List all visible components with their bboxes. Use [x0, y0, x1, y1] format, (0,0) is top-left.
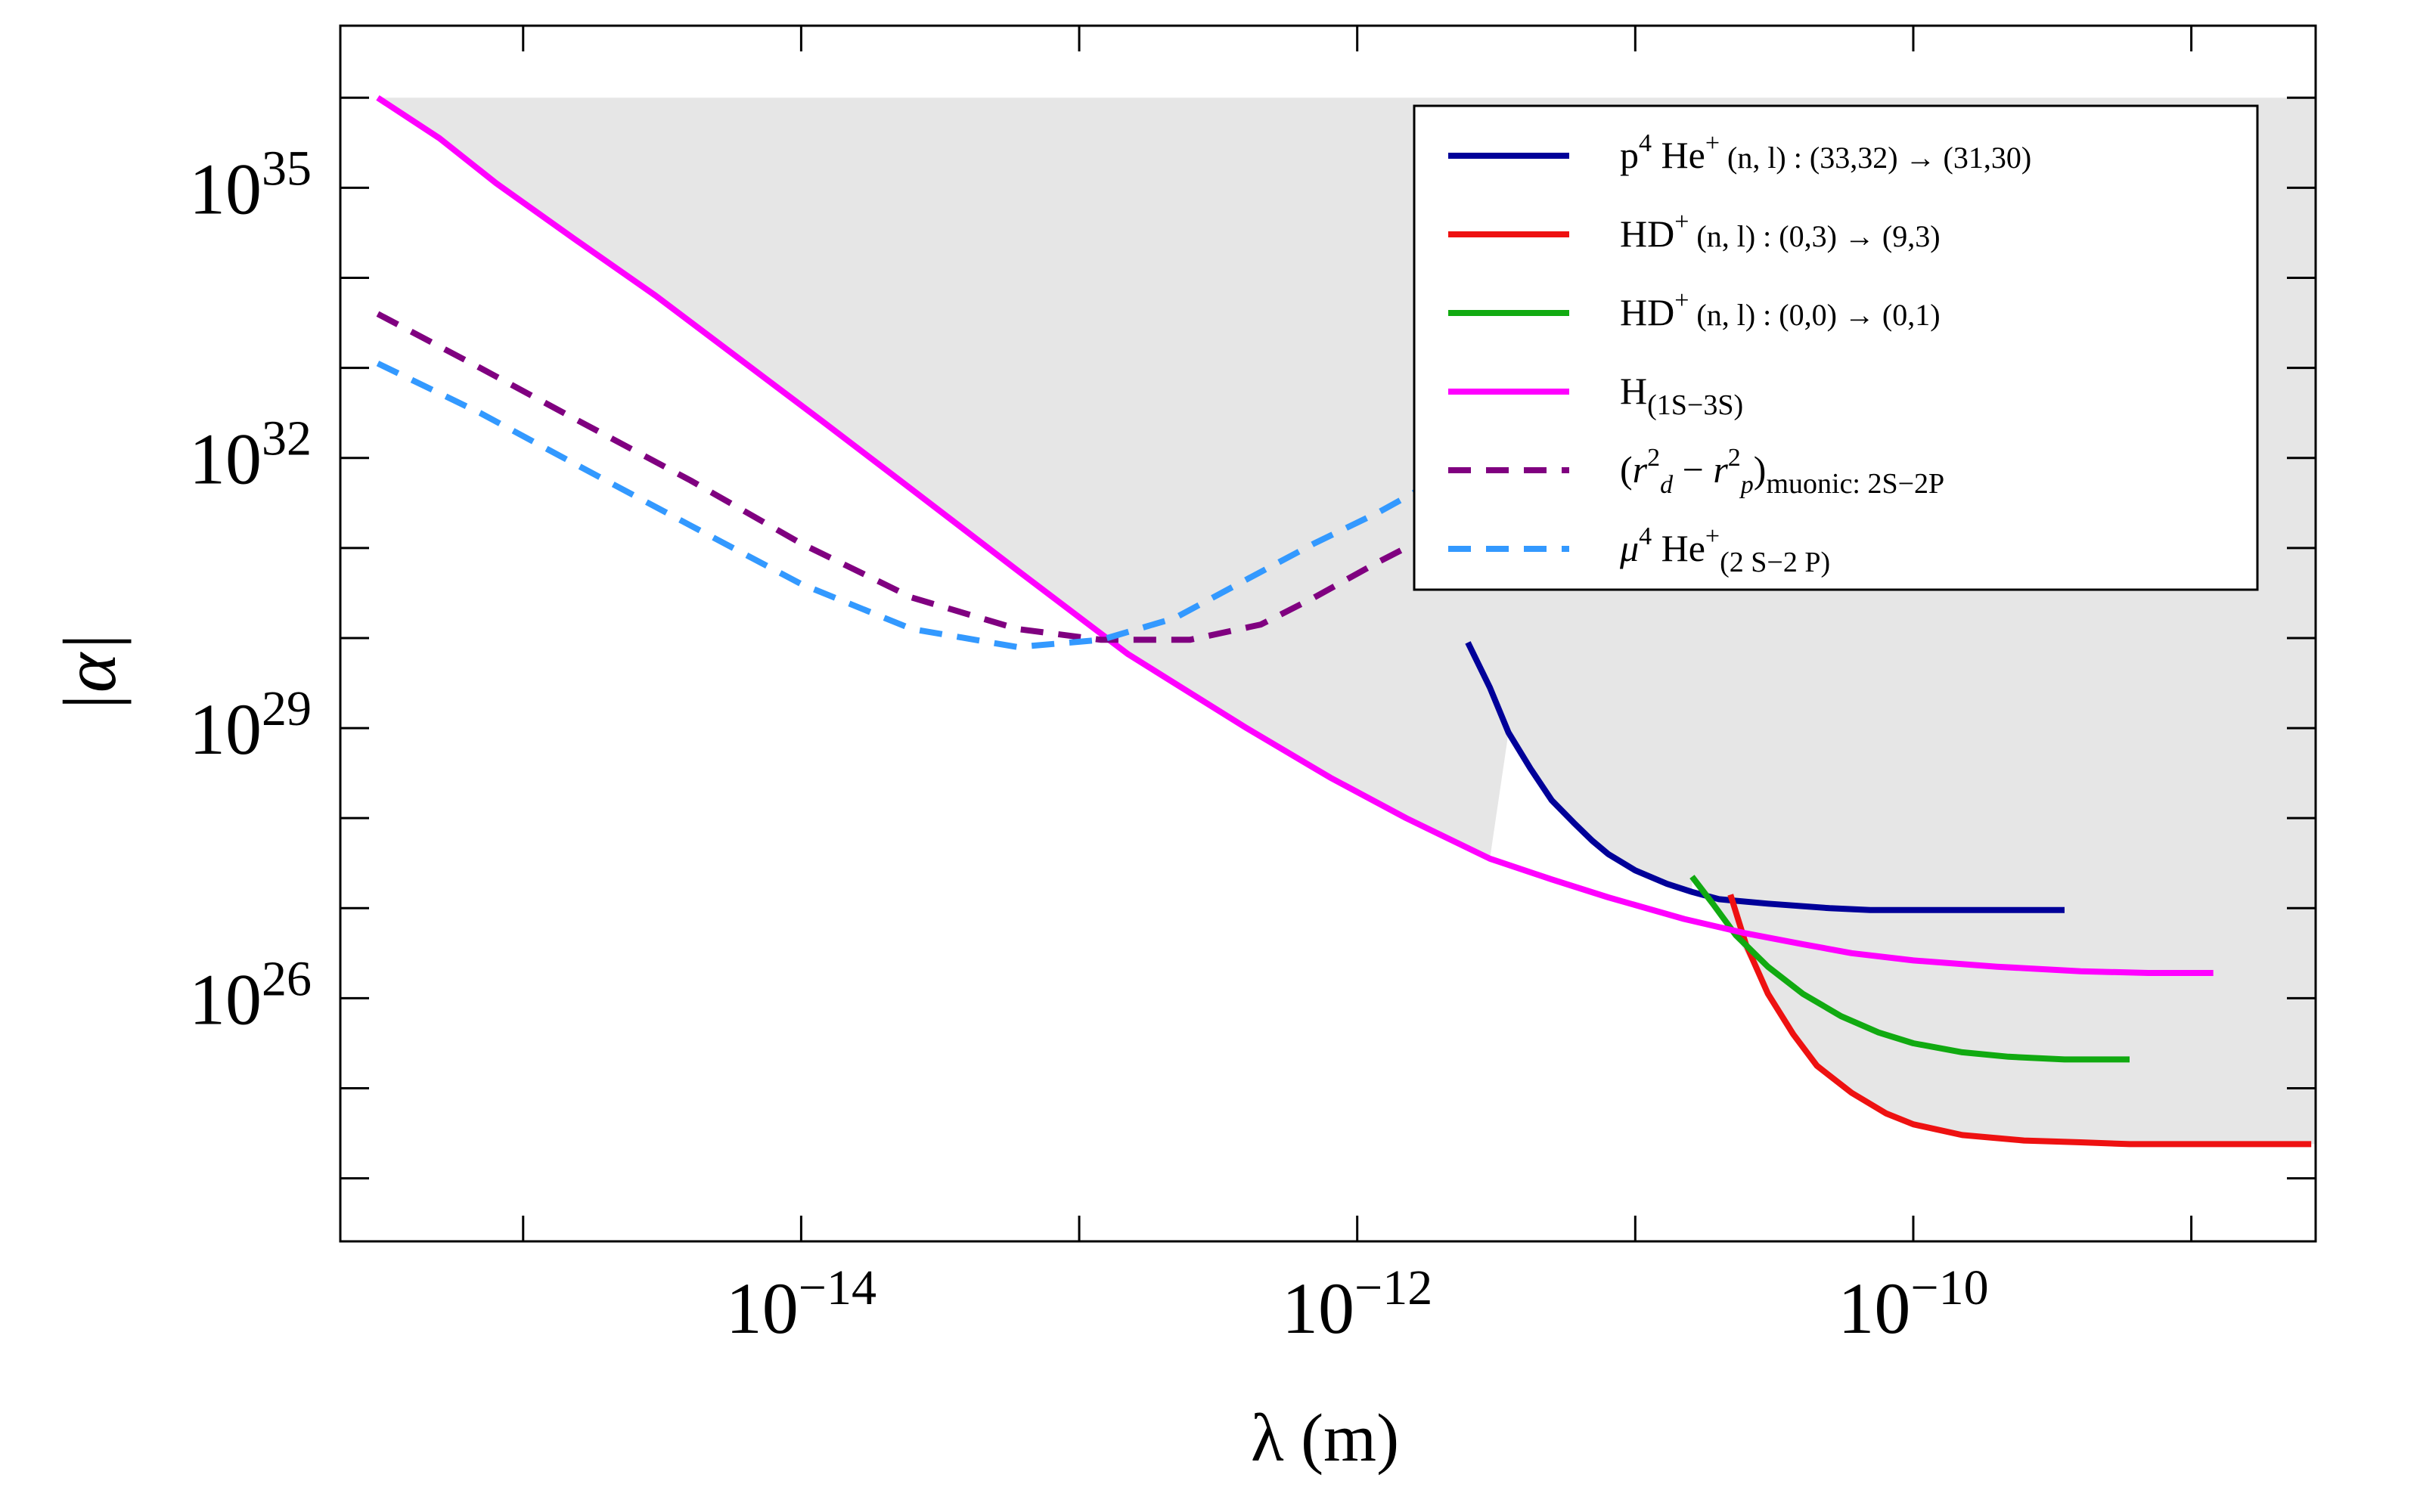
- y-axis-label: |α|: [48, 632, 132, 713]
- series-line-4: [376, 94, 2214, 976]
- plot-frame: [339, 24, 2317, 1243]
- legend-label-3: HD+ (n, l) : (0,0) → (0,1): [1620, 287, 1941, 333]
- legend-label-4: H(1S−3S): [1620, 370, 1743, 421]
- y-tick-label: 1029: [189, 681, 312, 770]
- series-line-1: [1465, 641, 2065, 913]
- legend-box: [1413, 104, 2259, 591]
- legend-label-2: HD+ (n, l) : (0,3) → (9,3): [1620, 208, 1941, 255]
- series-line-2: [1727, 894, 2312, 1148]
- tick-labels: 10−14 10−12 10−10 1035 1032 1029 1026: [189, 141, 1989, 1349]
- series-layer: [376, 94, 2312, 1148]
- x-tick-label: 10−14: [726, 1260, 876, 1349]
- y-tick-label: 1026: [189, 951, 312, 1040]
- legend-label-1: p4 He+ (n, l) : (33,32) → (31,30): [1620, 129, 2031, 176]
- axis-ticks: [340, 26, 2316, 1241]
- legend: p4 He+ (n, l) : (33,32) → (31,30) HD+ (n,…: [1413, 104, 2259, 591]
- y-tick-label: 1035: [189, 141, 312, 229]
- legend-label-5: (r2d − r2p)muonic: 2S−2P: [1620, 444, 1944, 500]
- x-tick-label: 10−10: [1838, 1260, 1988, 1349]
- legend-label-6: μ4 He+(2 S−2 P): [1619, 522, 1830, 578]
- x-axis-label: λ (m): [1251, 1401, 1399, 1476]
- series-line-6: [376, 361, 1443, 650]
- y-tick-label: 1032: [189, 411, 312, 500]
- x-tick-label: 10−12: [1282, 1260, 1432, 1349]
